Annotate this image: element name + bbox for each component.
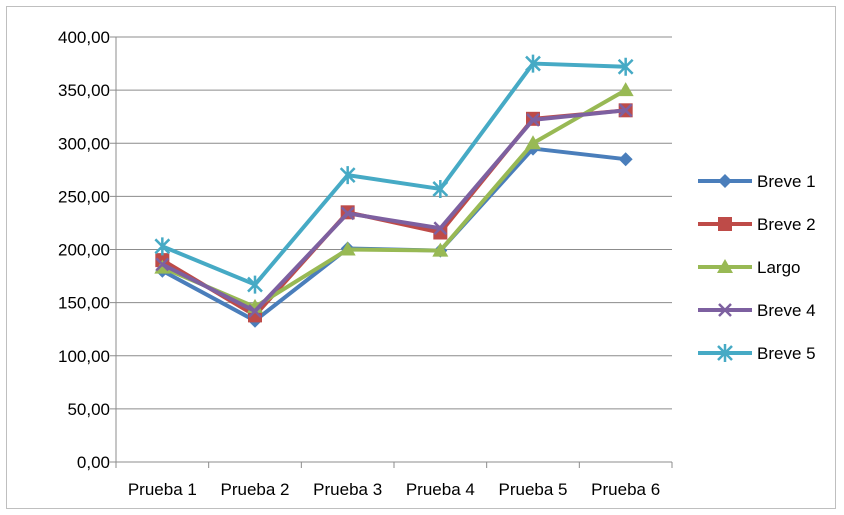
y-tick-label: 0,00: [77, 453, 110, 472]
y-tick-labels: 0,00 50,00 100,00 150,00 200,00 250,00 300,00 3…: [58, 28, 110, 472]
legend-label: Breve 4: [757, 301, 816, 320]
series-group: [154, 54, 634, 328]
x-tick-label: Prueba 6: [591, 480, 660, 499]
legend-item: Breve 5: [698, 344, 816, 363]
legend-item: Largo: [698, 258, 800, 277]
data-point: [433, 221, 448, 236]
legend-marker: [718, 174, 732, 188]
data-point: [525, 54, 541, 73]
data-point: [617, 57, 634, 76]
x-tick-label: Prueba 2: [221, 480, 290, 499]
y-tick-label: 250,00: [58, 187, 110, 206]
data-point: [339, 166, 356, 185]
data-point: [618, 152, 633, 167]
x-tick-label: Prueba 3: [313, 480, 382, 499]
series-line: [161, 108, 626, 314]
series-breve-4: [155, 103, 633, 319]
series-line: [161, 146, 626, 323]
series-breve-5: [154, 54, 634, 294]
legend-marker: [717, 259, 733, 273]
legend-marker: [718, 217, 732, 231]
legend-label: Breve 1: [757, 172, 816, 191]
data-point: [617, 82, 634, 97]
data-point: [340, 206, 355, 221]
x-tick-labels: Prueba 1 Prueba 2 Prueba 3 Prueba 4 Prueba 5…: [128, 480, 660, 499]
data-point: [247, 275, 263, 294]
legend-label: Breve 2: [757, 215, 816, 234]
legend-marker: [718, 303, 732, 317]
data-point: [432, 242, 449, 257]
legend-item: Breve 1: [698, 172, 816, 191]
x-tick-label: Prueba 4: [406, 480, 475, 499]
axes: [110, 36, 673, 468]
series-line: [161, 108, 626, 318]
legend-label: Breve 5: [757, 344, 816, 363]
data-point: [248, 304, 262, 319]
y-tick-label: 200,00: [58, 241, 110, 260]
series-breve-2: [155, 103, 633, 323]
legend-item: Breve 2: [698, 215, 816, 234]
data-point: [432, 179, 449, 198]
legend-item: Breve 4: [698, 301, 816, 320]
data-point: [339, 241, 356, 256]
series-line: [161, 88, 627, 309]
data-point: [154, 237, 171, 256]
legend-label: Largo: [757, 258, 800, 277]
gridlines: [116, 36, 672, 410]
legend: Breve 1 Breve 2 Largo Breve 4 Breve 5: [698, 172, 816, 363]
y-tick-label: 350,00: [58, 81, 110, 100]
y-tick-label: 400,00: [58, 28, 110, 47]
y-tick-label: 300,00: [58, 134, 110, 153]
y-tick-label: 100,00: [58, 347, 110, 366]
series-line: [161, 61, 626, 287]
x-tick-label: Prueba 1: [128, 480, 197, 499]
data-point: [155, 257, 170, 272]
data-point: [526, 112, 540, 127]
y-tick-label: 50,00: [67, 400, 110, 419]
data-point: [525, 135, 541, 150]
legend-marker: [717, 344, 733, 362]
x-tick-label: Prueba 5: [499, 480, 568, 499]
y-tick-label: 150,00: [58, 294, 110, 313]
data-point: [618, 103, 633, 118]
